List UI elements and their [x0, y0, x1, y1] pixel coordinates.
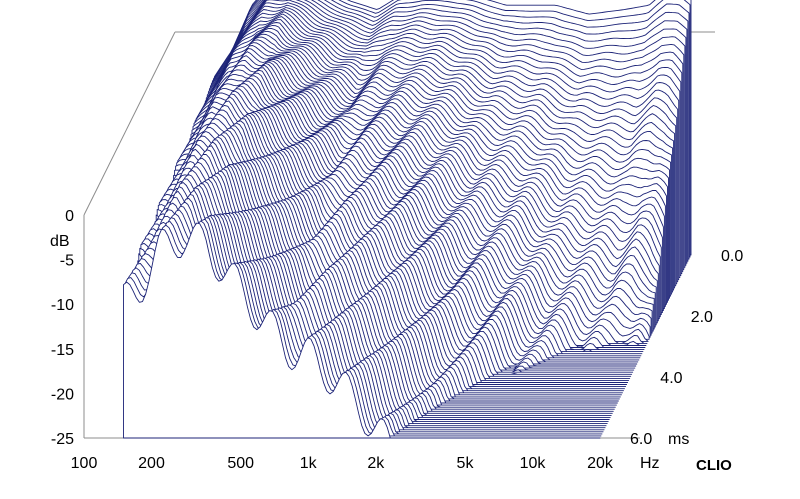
decay-slice-89	[123, 222, 601, 439]
x-tick-label-4: 2k	[367, 455, 385, 472]
x-axis-unit-label: Hz	[640, 455, 660, 472]
x-tick-label-2: 500	[227, 455, 254, 472]
z-tick-label-3: 6.0	[630, 431, 652, 448]
y-tick-label-5: -25	[51, 431, 74, 448]
x-tick-label-7: 20k	[587, 455, 614, 472]
y-axis-unit-label: dB	[50, 233, 70, 250]
y-tick-label-3: -15	[51, 342, 74, 359]
x-tick-label-3: 1k	[300, 455, 318, 472]
z-tick-label-0: 0.0	[721, 248, 743, 265]
y-tick-label-0: 0	[65, 208, 74, 225]
z-tick-label-1: 2.0	[691, 309, 713, 326]
y-tick-label-1: -5	[60, 253, 74, 270]
z-axis-unit-label: ms	[668, 431, 689, 448]
y-tick-label-2: -10	[51, 297, 74, 314]
x-tick-label-5: 5k	[457, 455, 475, 472]
brand-label: CLIO	[696, 457, 732, 474]
x-tick-label-0: 100	[71, 455, 98, 472]
back-wall-left-edge	[83, 31, 176, 216]
axis-ticks: 100 200 500 1k 2k 5k 10k 20k 0 -5 -10 -15 -20 -25 0.0 2…	[51, 208, 743, 472]
x-tick-label-1: 200	[138, 455, 165, 472]
decay-slices	[123, 0, 692, 439]
z-tick-label-2: 4.0	[660, 370, 682, 387]
x-tick-label-6: 10k	[520, 455, 547, 472]
y-tick-label-4: -20	[51, 386, 74, 403]
